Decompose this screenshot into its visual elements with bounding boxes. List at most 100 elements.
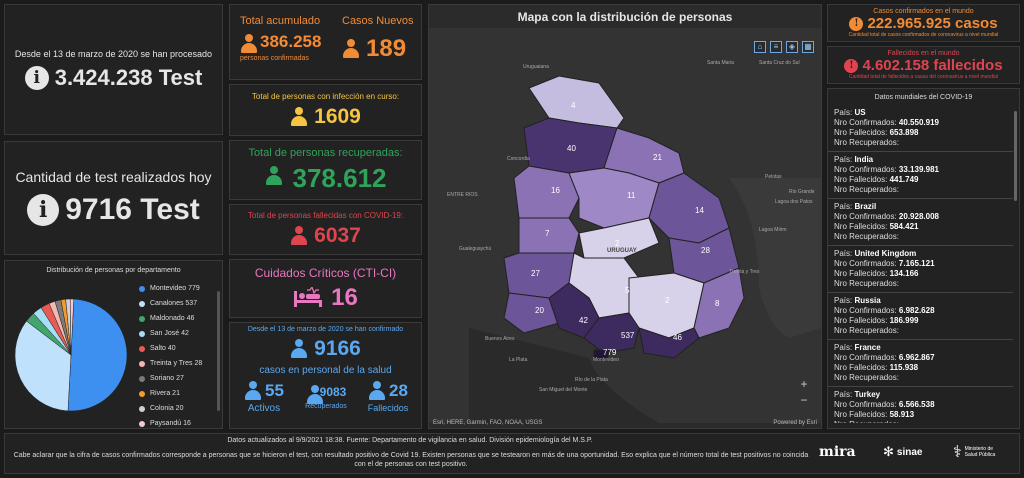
world-cases-label: Casos confirmados en el mundo: [873, 8, 974, 15]
pie-legend-item[interactable]: Rivera 21: [139, 386, 215, 401]
pie-slice-paysandú[interactable]: [69, 298, 75, 356]
country-field: Nro Fallecidos: 115.938: [834, 363, 919, 372]
total-sub: personas confirmadas: [240, 55, 309, 62]
country-list-item[interactable]: País: India Nro Confirmados: 33.139.981 Nr…: [828, 152, 1013, 199]
health-recovered-label: Recuperados: [305, 403, 347, 410]
person-icon: [265, 166, 287, 190]
country-field: Nro Recuperados:: [834, 138, 899, 147]
country-field: Nro Recuperados:: [834, 279, 899, 288]
world-deaths-panel: Fallecidos en el mundo ! 4.602.158 falle…: [827, 46, 1020, 84]
tests-today-panel: Cantidad de test realizados hoy i 9716 T…: [4, 141, 223, 255]
legend-label: Salto 40: [150, 345, 176, 352]
country-label: URUGUAY: [607, 248, 637, 254]
country-field: País: United Kingdom: [834, 249, 917, 258]
country-list-item[interactable]: País: France Nro Confirmados: 6.962.867 Nr…: [828, 340, 1013, 387]
map-place-label: Río de la Plata: [575, 377, 608, 383]
person-icon: [306, 385, 323, 404]
map-list-button[interactable]: ≡: [770, 41, 782, 53]
map-place-label: Treinta y Tres: [729, 269, 760, 275]
dept-value-label: 20: [535, 306, 544, 315]
total-label: Total acumulado: [240, 15, 321, 27]
dept-value-label: 779: [603, 348, 617, 357]
country-list-item[interactable]: País: Turkey Nro Confirmados: 6.566.538 Nr…: [828, 387, 1013, 423]
country-field: País: Turkey: [834, 390, 881, 399]
zoom-in-button[interactable]: +: [800, 377, 808, 391]
country-field: Nro Confirmados: 20.928.008: [834, 212, 939, 221]
map-place-label: La Plata: [509, 357, 528, 363]
dept-value-label: 42: [579, 316, 588, 325]
dept-value-label: 7: [545, 229, 550, 238]
pie-legend-item[interactable]: Maldonado 46: [139, 311, 215, 326]
map-home-button[interactable]: ⌂: [754, 41, 766, 53]
legend-label: Colonia 20: [150, 405, 184, 412]
tests-today-caption: Cantidad de test realizados hoy: [15, 169, 212, 185]
health-deceased-value: 28: [389, 381, 408, 400]
country-list-item[interactable]: País: Russia Nro Confirmados: 6.982.628 Nr…: [828, 293, 1013, 340]
country-field: Nro Confirmados: 6.982.628: [834, 306, 935, 315]
country-field: Nro Confirmados: 7.165.121: [834, 259, 935, 268]
dept-value-label: 40: [567, 144, 576, 153]
uruguay-map[interactable]: 4 40 21 16 11 14 7 2 28 27 5 2 20 42 8 537 46 779 Uruguaia…: [429, 28, 821, 423]
pie-legend-item[interactable]: Paysandú 16: [139, 416, 215, 431]
pie-title: Distribución de personas por departament…: [46, 267, 181, 274]
footer-line2: Cabe aclarar que la cifra de casos confi…: [13, 452, 809, 468]
processed-caption: Desde el 13 de marzo de 2020 se han proc…: [14, 48, 213, 59]
dept-value-label: 46: [673, 333, 682, 342]
health-deceased-label: Fallecidos: [367, 403, 409, 413]
zoom-out-button[interactable]: −: [800, 393, 808, 407]
info-icon: i: [24, 65, 49, 90]
pie-legend-item[interactable]: Canalones 537: [139, 296, 215, 311]
sinae-logo: ✻ sinae: [883, 444, 923, 459]
health-recovered-value: 9083: [319, 385, 347, 399]
legend-scrollbar[interactable]: [217, 291, 220, 411]
map-layers-button[interactable]: ◈: [786, 41, 798, 53]
legend-label: Paysandú 16: [150, 420, 191, 427]
msp-emblem-icon: ⚕: [953, 444, 962, 461]
pie-legend-item[interactable]: Salto 40: [139, 341, 215, 356]
legend-dot: [139, 285, 145, 292]
health-sub: casos en personal de la salud: [259, 365, 392, 376]
map-title: Mapa con la distribución de personas: [517, 10, 733, 24]
country-list-item[interactable]: País: Brazil Nro Confirmados: 20.928.008 N…: [828, 199, 1013, 246]
processed-value: 3.424.238 Test: [54, 64, 203, 90]
recovered-label: Total de personas recuperadas:: [248, 146, 403, 159]
dept-value-label: 21: [653, 153, 662, 162]
pie-slice-montevideo[interactable]: [67, 298, 128, 412]
sinae-icon: ✻: [883, 444, 894, 459]
pie-legend-item[interactable]: Colonia 20: [139, 401, 215, 416]
person-icon: [240, 34, 257, 53]
total-accumulated-panel: Total acumulado 386.258 personas confirm…: [229, 4, 422, 80]
map-place-label: Santa Maria: [707, 60, 734, 66]
map-basemap-button[interactable]: ▦: [802, 41, 814, 53]
legend-dot: [139, 330, 145, 337]
country-list[interactable]: País: US Nro Confirmados: 40.550.919 Nro F…: [828, 105, 1013, 423]
legend-dot: [139, 390, 145, 397]
pie-legend-item[interactable]: Treinta y Tres 28: [139, 356, 215, 371]
map-place-label: ENTRE RIOS: [447, 192, 478, 198]
health-active-label: Activos: [247, 403, 281, 414]
map-powered[interactable]: Powered by Esri: [773, 420, 817, 426]
map-place-label: Lagoa Mirim: [759, 227, 787, 233]
dept-value-label: 8: [715, 299, 720, 308]
tests-today-value: 9716 Test: [65, 193, 200, 226]
country-field: Nro Recuperados:: [834, 185, 899, 194]
pie-legend-item[interactable]: San José 42: [139, 326, 215, 341]
dept-rio-negro: [518, 217, 580, 254]
pie-legend-item[interactable]: Soriano 27: [139, 371, 215, 386]
legend-label: Maldonado 46: [150, 315, 195, 322]
pie-legend: Montevideo 779 Canalones 537 Maldonado 46 S…: [139, 281, 215, 431]
country-field: País: India: [834, 155, 874, 164]
alert-icon: !: [844, 58, 859, 73]
country-list-item[interactable]: País: United Kingdom Nro Confirmados: 7.1…: [828, 246, 1013, 293]
country-field: País: US: [834, 108, 866, 117]
new-cases-value: 189: [366, 35, 407, 62]
pie-legend-item[interactable]: Montevideo 779: [139, 281, 215, 296]
dept-value-label: 14: [695, 206, 704, 215]
country-field: Nro Fallecidos: 134.166: [834, 269, 919, 278]
list-scrollbar[interactable]: [1014, 111, 1017, 201]
pie-slice-canalones[interactable]: [14, 320, 72, 412]
dept-value-label: 5: [625, 286, 630, 295]
country-list-item[interactable]: País: US Nro Confirmados: 40.550.919 Nro F…: [828, 105, 1013, 152]
world-deaths-sub: Cantidad total de fallecidos a causa del…: [849, 74, 998, 80]
deceased-label: Total de personas fallecidas con COVID-1…: [247, 211, 404, 220]
